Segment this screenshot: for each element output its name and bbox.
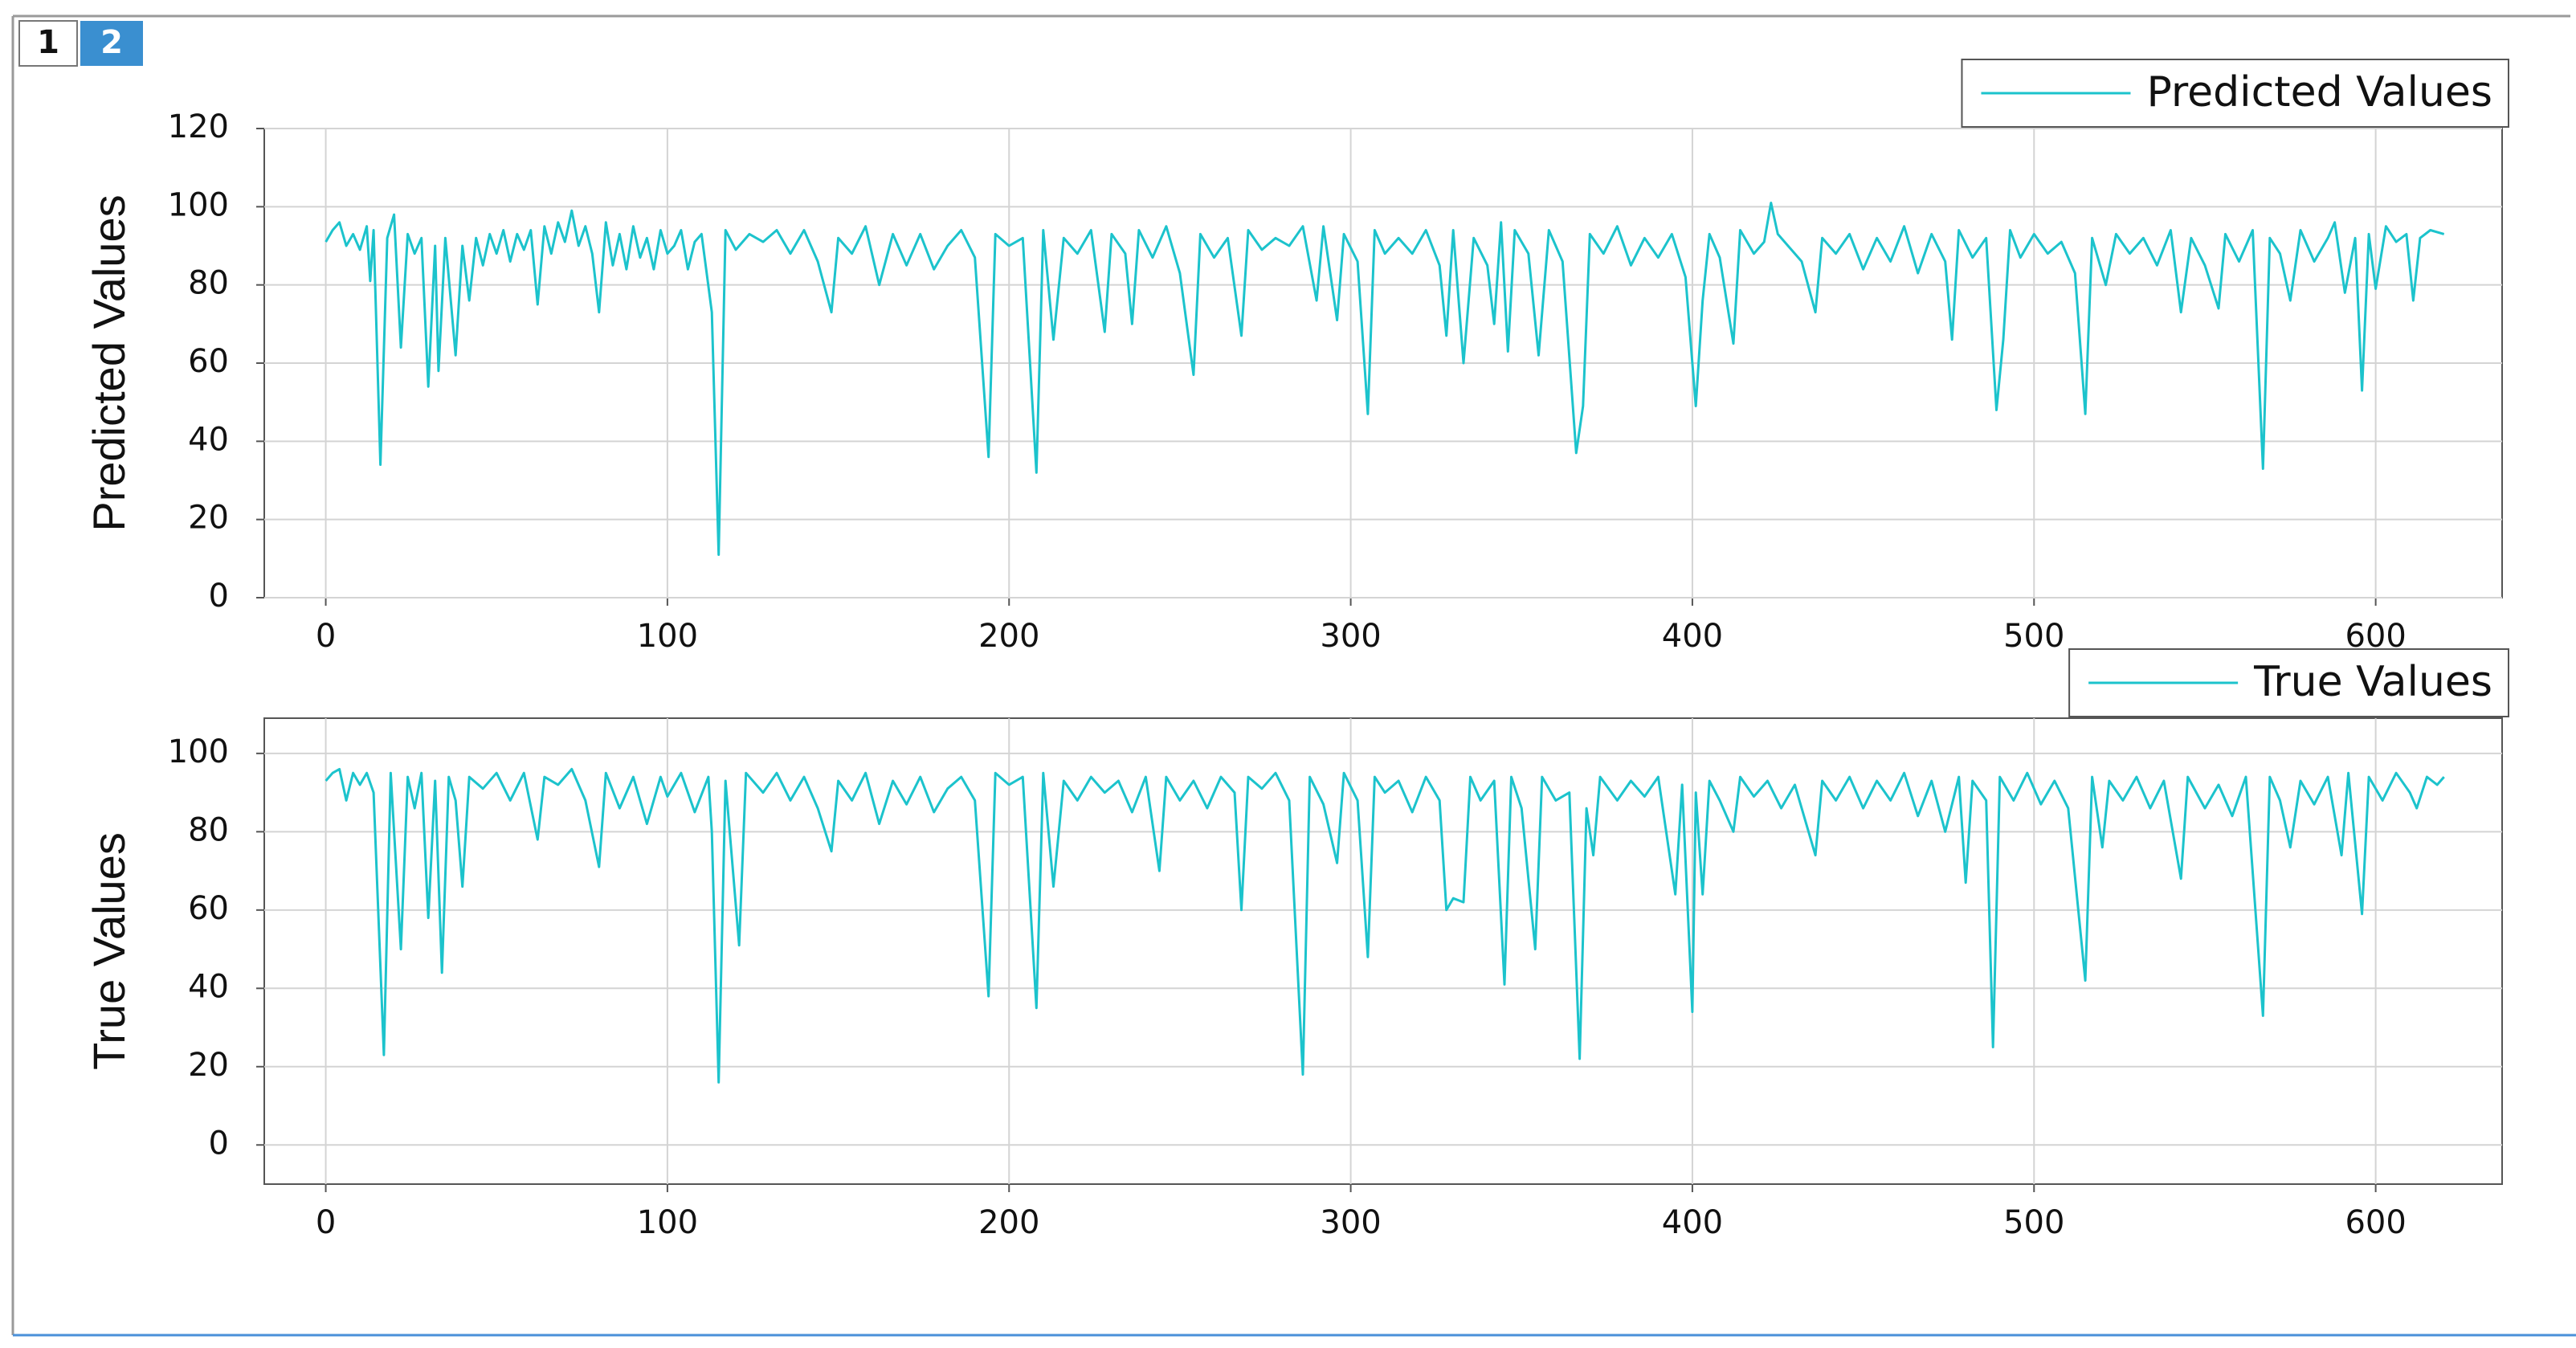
x-tick-label: 0 bbox=[316, 618, 336, 655]
x-tick-label: 400 bbox=[1662, 618, 1723, 655]
y-tick-label: 100 bbox=[168, 733, 229, 770]
x-tick-label: 600 bbox=[2345, 1204, 2406, 1241]
x-tick-label: 100 bbox=[637, 1204, 698, 1241]
y-axis-title: Predicted Values bbox=[84, 194, 134, 531]
y-tick-label: 80 bbox=[188, 265, 229, 302]
y-tick-label: 20 bbox=[188, 500, 229, 537]
y-tick-label: 120 bbox=[168, 108, 229, 145]
x-tick-label: 0 bbox=[316, 1204, 336, 1241]
tab-label[interactable]: 1 bbox=[37, 24, 59, 61]
y-axis-title: True Values bbox=[84, 832, 134, 1070]
legend-label: Predicted Values bbox=[2146, 68, 2492, 116]
data-line bbox=[325, 767, 2445, 1084]
tab-button[interactable] bbox=[18, 20, 78, 67]
data-line bbox=[325, 202, 2445, 556]
x-tick-label: 200 bbox=[978, 1204, 1039, 1241]
y-tick-label: 0 bbox=[209, 1125, 229, 1162]
y-tick-label: 80 bbox=[188, 811, 229, 848]
y-tick-label: 60 bbox=[188, 343, 229, 380]
x-tick-label: 300 bbox=[1320, 618, 1381, 655]
plot-area bbox=[263, 717, 2503, 1185]
y-tick-label: 100 bbox=[168, 186, 229, 223]
tab-label[interactable]: 2 bbox=[100, 24, 123, 61]
y-tick-label: 0 bbox=[209, 578, 229, 615]
y-tick-label: 40 bbox=[188, 968, 229, 1005]
x-tick-label: 100 bbox=[637, 618, 698, 655]
legend-label: True Values bbox=[2253, 658, 2492, 706]
tab-button[interactable] bbox=[80, 21, 143, 66]
y-tick-label: 40 bbox=[188, 421, 229, 458]
x-tick-label: 300 bbox=[1320, 1204, 1381, 1241]
y-tick-label: 20 bbox=[188, 1047, 229, 1084]
y-tick-label: 60 bbox=[188, 890, 229, 927]
x-tick-label: 200 bbox=[978, 618, 1039, 655]
x-tick-label: 500 bbox=[2003, 1204, 2064, 1241]
x-tick-label: 400 bbox=[1662, 1204, 1723, 1241]
x-tick-label: 500 bbox=[2003, 618, 2064, 655]
